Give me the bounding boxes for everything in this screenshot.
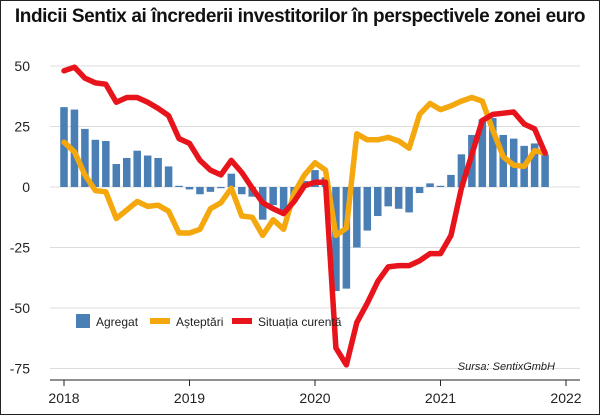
bar-agregat [363,187,372,231]
bar-agregat [122,157,131,187]
legend-label-agregat: Agregat [96,315,139,329]
bar-agregat [196,187,204,195]
tick-labels: 50 25 0 -25 -50 -75 2018 2019 2020 2021 2022 [10,58,582,406]
bar-agregat [164,166,173,187]
bar-agregat [499,134,508,187]
y-tick-label: 0 [22,179,30,195]
bar-agregat [60,107,68,187]
bar-agregat [447,174,455,187]
bar-agregat [478,119,487,187]
bar-agregat [112,164,121,187]
legend: Agregat Așteptări Situația curentă [76,314,342,329]
y-tick-label: -75 [10,361,30,377]
y-tick-label: -50 [10,300,30,316]
bar-agregat [405,187,413,213]
bar-agregat [530,143,539,187]
bar-agregat [269,187,277,206]
bar-agregat [206,187,215,192]
bar-agregat [175,185,183,187]
bar-agregat [217,187,225,189]
x-tick-label: 2020 [299,390,330,406]
bar-agregat [394,187,403,209]
legend-swatch-agregat [76,314,90,328]
bar-agregat [143,155,152,187]
legend-label-situatia: Situația curentă [258,315,342,329]
source-note: Sursa: SentixGmbH [458,361,555,373]
bar-agregat [279,187,288,213]
bar-agregat [342,187,351,289]
bar-agregat [415,187,424,194]
bar-agregat [133,150,141,187]
axes [50,379,580,386]
y-tick-label: 25 [14,119,30,135]
x-tick-label: 2021 [425,390,456,406]
bar-agregat [238,187,246,195]
bar-agregat [541,154,549,187]
bar-agregat [332,187,340,292]
bar-agregat [91,139,100,187]
bar-agregat [426,183,434,187]
bar-agregat [436,185,445,187]
legend-label-asteptari: Așteptări [176,315,223,329]
bar-agregat [185,187,194,190]
x-tick-label: 2019 [174,390,205,406]
bar-agregat [227,173,236,187]
bar-agregat [489,118,497,187]
line-situatia-curenta [61,64,548,368]
bar-agregat [102,141,110,187]
line-series [61,64,548,368]
y-tick-label: 50 [14,58,30,74]
x-tick-label: 2018 [48,390,79,406]
bar-agregat [353,187,361,248]
bar-agregat [154,157,162,187]
bar-agregat [384,187,392,207]
bar-agregat [457,154,466,187]
bar-agregat [81,128,89,187]
bar-agregat [311,170,319,187]
line-asteptari [61,94,548,239]
chart-title: Indicii Sentix ai încrederii investitori… [14,6,586,27]
bar-agregat [373,187,382,217]
y-tick-label: -25 [10,240,30,256]
x-tick-label: 2022 [550,390,581,406]
